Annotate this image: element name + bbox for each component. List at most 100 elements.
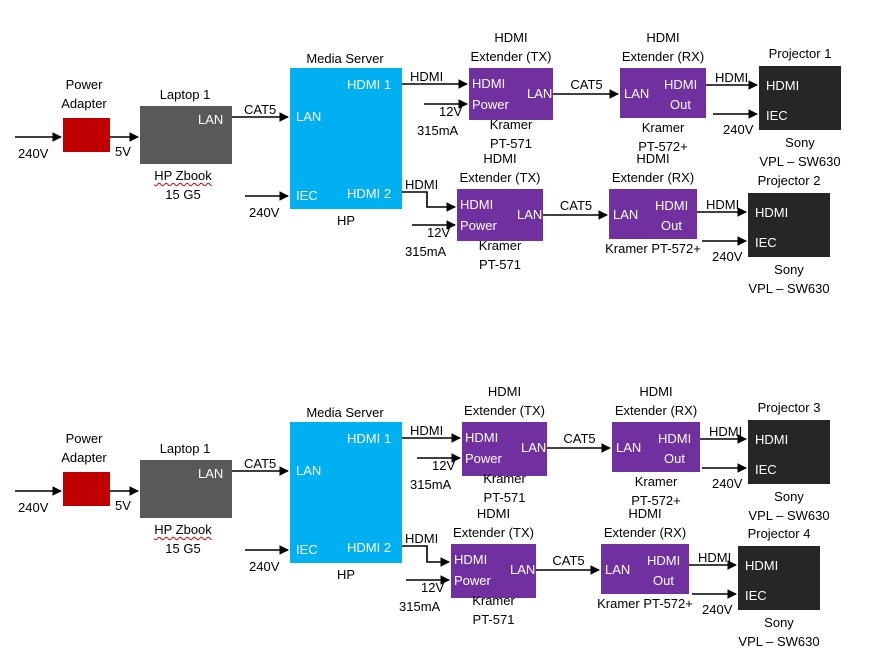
rx-extender-title: HDMI	[646, 30, 680, 45]
projector-hdmi-port: HDMI	[755, 205, 789, 220]
tx-extender-title: Extender (TX)	[453, 525, 534, 540]
rx-extender-title: Extender (RX)	[621, 49, 705, 64]
laptop-lan-port: LAN	[198, 466, 224, 481]
projector-model: VPL – SW630	[748, 281, 830, 296]
tx-extender-title: Extender (TX)	[464, 403, 545, 418]
tx-power-port: Power	[472, 97, 509, 112]
rx-hdmi-port: HDMI	[655, 198, 689, 213]
rx-extender-box: LAN HDMI Out	[601, 544, 689, 594]
cat5-link-label: CAT5	[563, 431, 596, 446]
media-server-title: Media Server	[306, 405, 384, 420]
cat5-cable-label: CAT5	[244, 102, 277, 117]
server-hdmi2-port: HDMI 2	[347, 186, 392, 201]
tx-model: Kramer	[483, 471, 526, 486]
rx-out-port: Out	[661, 218, 682, 233]
power-adapter-title: Adapter	[61, 96, 107, 111]
laptop-model: HP Zbook	[154, 168, 212, 183]
cat5-link-label: CAT5	[570, 77, 603, 92]
projector-iec-port: IEC	[766, 108, 788, 123]
server-iec-port: IEC	[296, 188, 318, 203]
projector-iec-port: IEC	[755, 462, 777, 477]
power-adapter-title: Power	[65, 431, 103, 446]
rx-extender-box: LAN HDMI Out	[609, 189, 697, 239]
projector-hdmi-cable-label: HDMI	[698, 550, 732, 565]
laptop-box: LAN	[140, 106, 232, 164]
tx-model: Kramer	[478, 238, 522, 253]
output-voltage-label: 5V	[115, 144, 131, 159]
projector-title: Projector 1	[768, 46, 832, 61]
tx-lan-port: LAN	[517, 207, 543, 222]
server-voltage-label: 240V	[249, 205, 280, 220]
hdmi-cable-label: HDMI	[405, 177, 439, 192]
projector-model: VPL – SW630	[738, 634, 820, 649]
tx-extender-box: HDMI Power LAN	[469, 68, 553, 120]
power-adapter-title: Adapter	[61, 450, 107, 465]
server-lan-port: LAN	[296, 109, 322, 124]
cat5-link-label: CAT5	[559, 198, 593, 213]
server-hdmi2-port: HDMI 2	[347, 540, 392, 555]
tx-model: PT-571	[472, 612, 515, 627]
tx-extender-box: HDMI Power LAN	[451, 544, 536, 598]
projector-voltage-label: 240V	[723, 122, 754, 137]
tx-extender-title: HDMI	[494, 30, 528, 45]
wiring-diagram-2: Power Adapter 240V 5V Laptop 1 LAN HP Zbook 15 …	[0, 354, 872, 658]
tx-extender-title: HDMI	[483, 151, 517, 166]
projector-voltage-label: 240V	[712, 249, 743, 264]
tx-power-spec: 315mA	[399, 599, 441, 614]
projector-voltage-label: 240V	[712, 476, 743, 491]
laptop-box: LAN	[140, 460, 232, 518]
rx-extender-title: HDMI	[639, 384, 673, 399]
rx-model: Kramer PT-572+	[605, 241, 701, 256]
server-hdmi1-port: HDMI 1	[347, 77, 392, 92]
rx-model: PT-572+	[638, 139, 688, 154]
tx-power-spec: 12V	[432, 458, 456, 473]
tx-hdmi-port: HDMI	[472, 76, 506, 91]
server-to-tx-arrow	[402, 191, 456, 212]
tx-power-spec: 12V	[421, 580, 445, 595]
output-voltage-label: 5V	[115, 498, 131, 513]
projector-model: VPL – SW630	[759, 154, 841, 169]
tx-lan-port: LAN	[521, 440, 547, 455]
server-voltage-label: 240V	[249, 559, 280, 574]
laptop-title: Laptop 1	[159, 441, 211, 456]
rx-lan-port: LAN	[605, 562, 631, 577]
media-server-title: Media Server	[306, 51, 384, 66]
hdmi-cable-label: HDMI	[405, 531, 439, 546]
tx-model: PT-571	[490, 136, 532, 151]
tx-extender-title: Extender (TX)	[470, 49, 552, 64]
rx-extender-title: Extender (RX)	[611, 170, 695, 185]
projector-model: Sony	[774, 262, 804, 277]
tx-power-port: Power	[454, 573, 491, 588]
rx-model: PT-572+	[631, 493, 681, 508]
tx-power-spec: 315mA	[405, 244, 447, 259]
rx-extender-title: HDMI	[628, 506, 662, 521]
tx-model: PT-571	[483, 490, 526, 505]
projector-title: Projector 4	[747, 526, 811, 541]
cat5-cable-label: CAT5	[244, 456, 277, 471]
projector-iec-port: IEC	[745, 588, 767, 603]
wires	[15, 433, 747, 599]
projector-box: HDMI IEC	[748, 420, 830, 484]
laptop-title: Laptop 1	[159, 87, 211, 102]
rx-out-port: Out	[664, 451, 685, 466]
tx-hdmi-port: HDMI	[465, 430, 499, 445]
tx-extender-title: Extender (TX)	[459, 170, 541, 185]
wiring-diagram-1: Power Adapter 240V 5V Laptop 1 LAN HP Zbook 15 …	[0, 0, 872, 310]
tx-model: PT-571	[479, 257, 521, 272]
projector-title: Projector 2	[757, 173, 821, 188]
input-voltage-label: 240V	[18, 500, 49, 515]
tx-power-spec: 12V	[427, 225, 451, 240]
rx-lan-port: LAN	[613, 207, 639, 222]
hdmi-cable-label: HDMI	[410, 423, 444, 438]
server-hdmi1-port: HDMI 1	[347, 431, 392, 446]
rx-lan-port: LAN	[616, 440, 642, 455]
projector-model: Sony	[774, 489, 804, 504]
tx-lan-port: LAN	[527, 86, 553, 101]
rx-model: Kramer	[634, 474, 678, 489]
projector-box: HDMI IEC	[738, 546, 820, 610]
rx-extender-title: Extender (RX)	[603, 525, 687, 540]
projector-box: HDMI IEC	[748, 193, 830, 257]
rx-hdmi-port: HDMI	[664, 77, 698, 92]
wires	[15, 79, 758, 246]
tx-power-spec: 12V	[439, 104, 463, 119]
